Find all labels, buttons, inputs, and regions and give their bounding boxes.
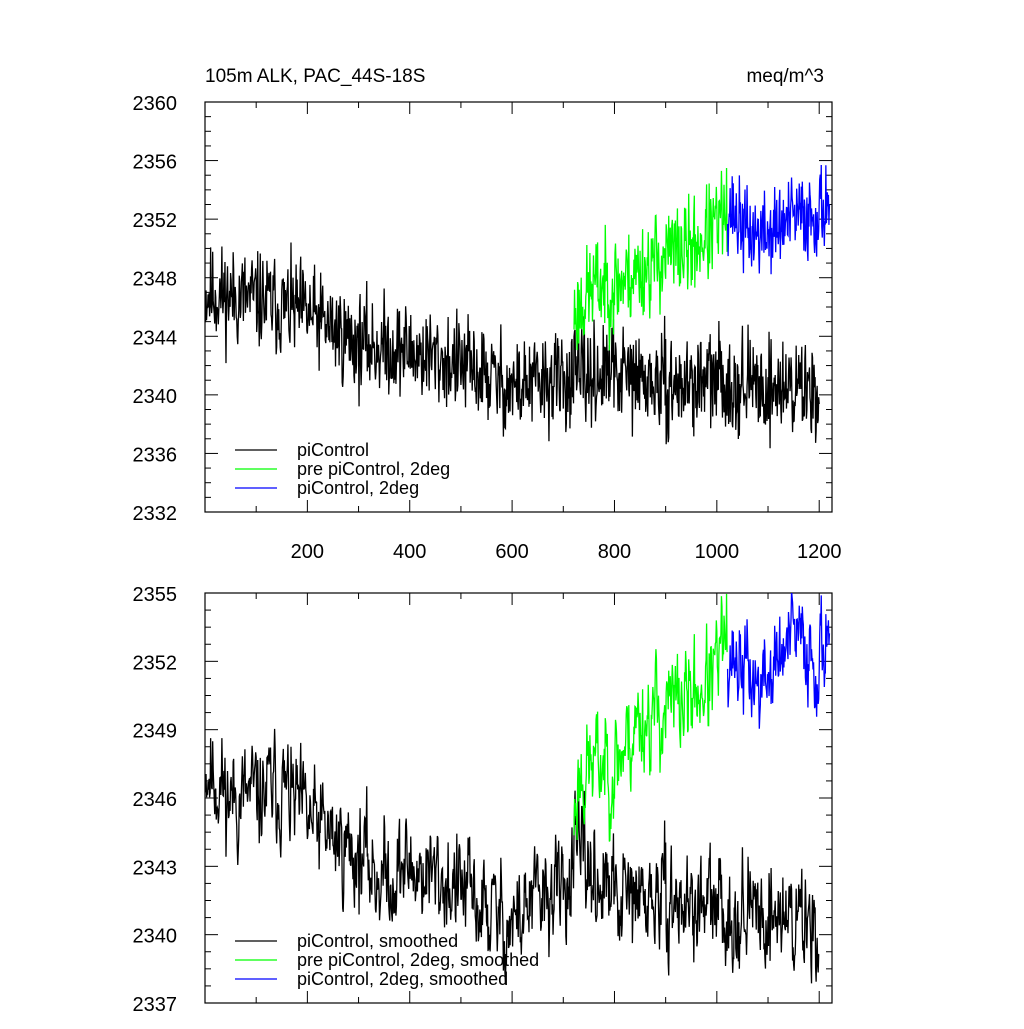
y-tick-label: 2355 [133,584,178,606]
y-tick-label: 2336 [133,444,178,466]
legend-label-3: piControl, 2deg [297,478,419,498]
x-tick-label: 800 [598,541,631,563]
y-tick-label: 2340 [133,926,178,948]
legend-label-2: pre piControl, 2deg, smoothed [297,950,539,970]
x-tick-label: 200 [291,541,324,563]
y-tick-label: 2332 [133,503,178,525]
plot-panel-2: 2337 2340 2343 2346 2349 2352 2355 piControl, s… [133,584,833,1016]
series-line-3 [726,164,831,275]
chart-title: 105m ALK, PAC_44S-18S [205,66,425,87]
legend-label-2: pre piControl, 2deg [297,459,450,479]
y-tick-label: 2356 [133,152,178,174]
series-line-2 [573,167,728,351]
y-tick-label: 2348 [133,269,178,291]
x-tick-label: 1000 [695,541,740,563]
y-tick-label: 2360 [133,93,178,115]
chart-units: meq/m^3 [746,66,824,87]
legend-label-1: piControl [297,440,369,460]
x-tick-label: 600 [495,541,528,563]
y-tick-label: 2340 [133,386,178,408]
y-tick-label: 2337 [133,994,178,1016]
y-tick-label: 2344 [133,327,178,349]
legend-label-3: piControl, 2deg, smoothed [297,969,508,989]
series-line-3 [726,593,831,729]
x-tick-label: 400 [393,541,426,563]
y-tick-label: 2346 [133,789,178,811]
x-tick-label: 1200 [797,541,842,563]
series-line-1 [205,728,820,985]
y-tick-label: 2349 [133,721,178,743]
y-tick-label: 2352 [133,652,178,674]
y-tick-label: 2352 [133,210,178,232]
series-line-2 [573,593,728,842]
series-line-1 [205,242,820,449]
legend-label-1: piControl, smoothed [297,931,458,951]
y-tick-label: 2343 [133,857,178,879]
plot-panel-1: 2332 2336 2340 2344 2348 2352 2356 2360 200 400 60… [133,66,842,563]
